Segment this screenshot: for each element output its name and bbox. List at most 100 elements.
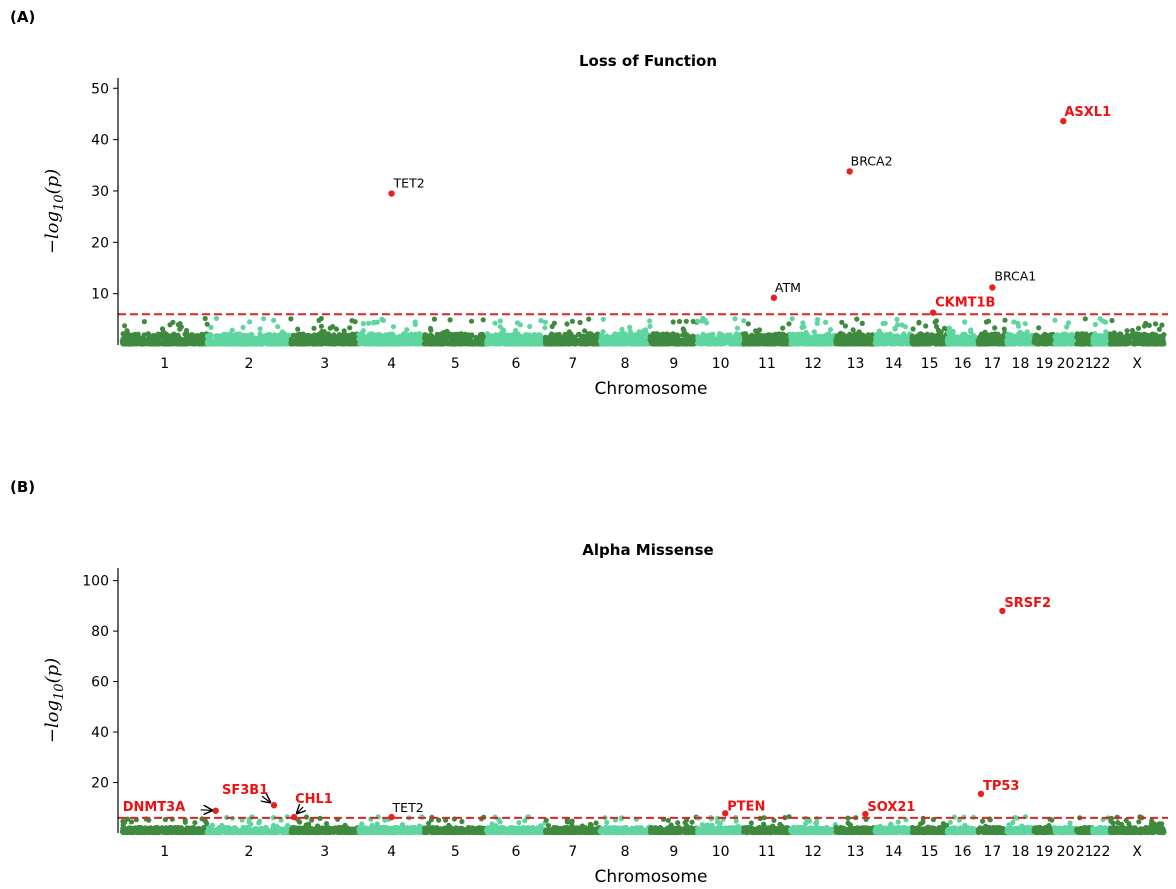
snp-point — [325, 341, 331, 347]
snp-point — [249, 331, 255, 337]
snp-point — [592, 333, 598, 339]
snp-point — [933, 323, 940, 330]
snp-point — [895, 322, 901, 328]
snp-point — [207, 332, 214, 338]
snp-point — [247, 319, 253, 325]
hit-point-brca2 — [846, 168, 853, 175]
snp-point — [427, 332, 434, 338]
snp-point — [1160, 334, 1166, 340]
x-tick-label: 21 — [1076, 356, 1094, 372]
snp-point — [417, 331, 423, 337]
snp-point — [1015, 323, 1022, 329]
snp-point — [745, 321, 751, 327]
snp-point — [492, 320, 498, 326]
snp-point — [892, 341, 898, 347]
snp-point — [426, 337, 432, 343]
snp-point — [788, 331, 794, 337]
snp-point — [918, 340, 925, 346]
snp-point — [1152, 341, 1158, 347]
snp-point — [477, 334, 483, 340]
snp-point — [1096, 341, 1102, 347]
snp-point — [1065, 338, 1071, 344]
x-tick-label: 10 — [712, 356, 730, 372]
snp-point — [212, 341, 218, 347]
snp-point — [319, 329, 325, 335]
snp-point — [441, 341, 447, 347]
snp-point — [569, 318, 576, 324]
snp-point — [202, 315, 208, 322]
snp-point — [491, 341, 497, 347]
snp-point — [374, 319, 380, 325]
x-tick-label: 11 — [758, 356, 776, 372]
snp-point — [1074, 334, 1080, 340]
snp-point — [734, 325, 741, 331]
x-tick-label: 9 — [669, 356, 678, 372]
y-tick-label: 40 — [91, 133, 109, 149]
snp-point — [176, 336, 182, 342]
y-tick-label: 50 — [91, 81, 109, 97]
snp-point — [780, 325, 786, 331]
snp-point — [1120, 337, 1126, 344]
snp-point — [852, 331, 858, 338]
snp-point — [573, 337, 579, 343]
snp-point — [259, 336, 265, 342]
hit-point-atm — [770, 294, 778, 301]
x-tick-label: 22 — [1093, 356, 1111, 372]
snp-point — [170, 319, 176, 325]
snp-point — [676, 318, 683, 325]
snp-point — [138, 335, 144, 341]
snp-point — [441, 332, 447, 339]
snp-point — [780, 331, 786, 337]
snp-point — [384, 337, 390, 343]
snp-point — [1102, 319, 1109, 325]
snp-point — [882, 320, 888, 326]
snp-point — [854, 316, 860, 322]
snp-point — [647, 318, 653, 324]
snp-point — [979, 331, 985, 337]
snp-point — [288, 316, 294, 322]
snp-point — [1095, 336, 1101, 342]
snp-point — [447, 317, 453, 323]
snp-point — [216, 340, 223, 347]
x-tick-label: 19 — [1035, 356, 1053, 372]
snp-point — [185, 332, 191, 339]
hit-point-tet2 — [388, 190, 395, 197]
snp-point — [411, 334, 418, 341]
x-tick-label: 7 — [568, 356, 577, 372]
snp-point — [311, 325, 317, 331]
snp-point — [316, 317, 322, 323]
snp-point — [1129, 327, 1135, 334]
snp-point — [1151, 332, 1157, 338]
snp-point — [700, 315, 706, 321]
snp-point — [542, 319, 548, 325]
snp-point — [279, 336, 285, 342]
snp-point — [928, 332, 935, 338]
snp-point — [804, 331, 810, 337]
snp-point — [876, 328, 882, 334]
snp-point — [959, 341, 966, 347]
snp-point — [910, 326, 916, 332]
snp-point — [466, 336, 472, 342]
snp-point — [1109, 317, 1115, 324]
snp-point — [960, 331, 966, 338]
snp-point — [333, 326, 340, 332]
snp-point — [141, 319, 147, 325]
snp-point — [603, 340, 609, 347]
y-axis-label: −log10(p) — [42, 169, 67, 254]
snp-point — [945, 341, 952, 347]
snp-point — [1143, 320, 1149, 326]
x-tick-label: 5 — [451, 356, 460, 372]
snp-point — [412, 319, 418, 325]
snp-point — [992, 325, 998, 331]
snp-point — [1044, 341, 1050, 347]
snp-point — [888, 335, 894, 342]
snp-point — [1090, 334, 1096, 340]
snp-point — [962, 319, 968, 325]
snp-point — [247, 341, 253, 347]
snp-point — [650, 333, 656, 339]
snp-point — [823, 319, 829, 325]
snp-point — [824, 337, 830, 343]
snp-point — [741, 318, 747, 324]
snp-point — [164, 333, 170, 339]
snp-point — [856, 329, 862, 335]
